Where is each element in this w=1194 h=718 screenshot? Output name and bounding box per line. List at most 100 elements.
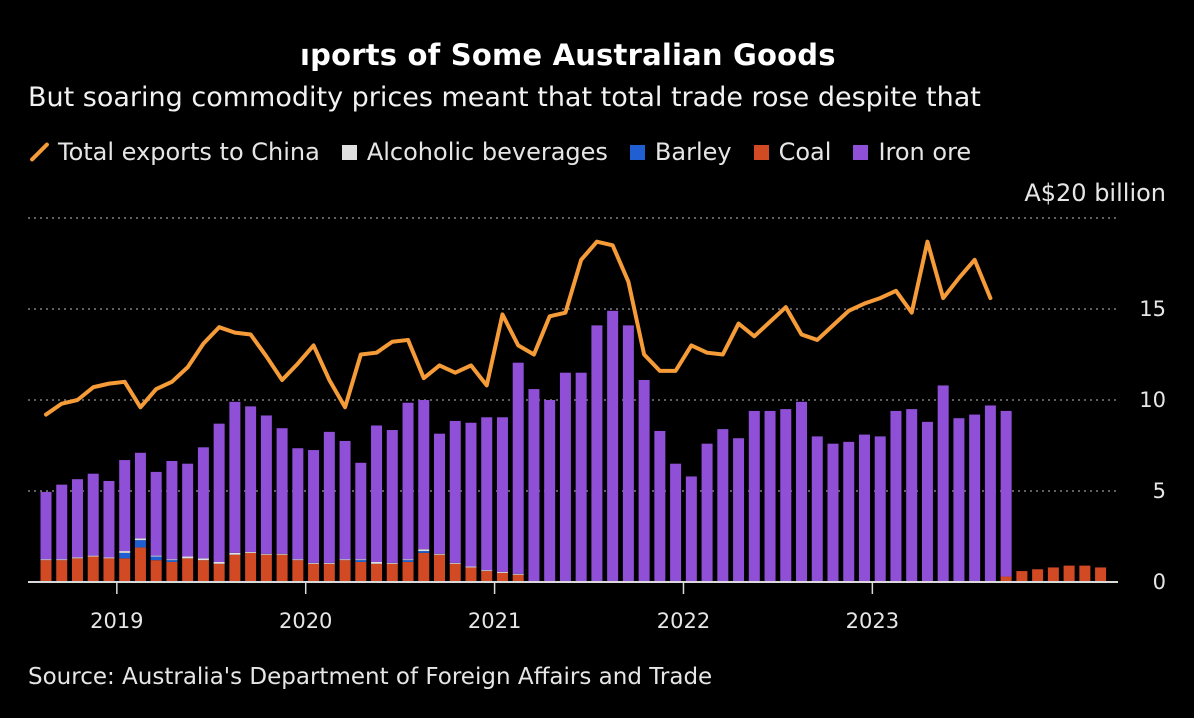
bar-coal (1095, 567, 1107, 582)
bar-iron-ore (858, 434, 870, 582)
bar-alcoholic-beverages (134, 538, 146, 541)
bar-coal (197, 560, 209, 582)
bar-alcoholic-beverages (323, 562, 335, 564)
bar-iron-ore (371, 425, 383, 562)
bar-alcoholic-beverages (40, 559, 52, 561)
bar-iron-ore (355, 462, 367, 560)
y-axis-unit-label: A$20 billion (1024, 179, 1166, 207)
bar-iron-ore (1000, 410, 1012, 577)
legend-item-iron-ore: Iron ore (853, 138, 971, 166)
bar-alcoholic-beverages (496, 571, 508, 573)
bar-iron-ore (245, 406, 257, 552)
bar-coal (355, 561, 367, 582)
bar-iron-ore (622, 325, 634, 582)
y-tick-label: 5 (1153, 479, 1166, 503)
bar-coal (512, 574, 524, 582)
bar-iron-ore (717, 429, 729, 582)
bar-alcoholic-beverages (481, 570, 493, 572)
bar-iron-ore (796, 401, 808, 582)
bar-iron-ore (874, 436, 886, 582)
bar-alcoholic-beverages (371, 561, 383, 564)
bar-iron-ore (512, 362, 524, 574)
legend-item-barley: Barley (629, 138, 732, 166)
bar-alcoholic-beverages (402, 559, 414, 561)
bar-iron-ore (591, 325, 603, 582)
bar-coal (386, 563, 398, 582)
bar-alcoholic-beverages (119, 551, 131, 553)
bar-barley (166, 560, 178, 562)
bar-coal (292, 560, 304, 582)
bar-iron-ore (953, 418, 965, 582)
bar-alcoholic-beverages (449, 562, 461, 564)
bar-iron-ore (811, 436, 823, 582)
bar-coal (87, 556, 99, 582)
bar-barley (119, 552, 131, 559)
bar-iron-ore (937, 385, 949, 582)
bar-iron-ore (150, 471, 162, 556)
swatch-icon (753, 144, 769, 160)
legend-item-alcoholic-beverages: Alcoholic beverages (341, 138, 608, 166)
bar-coal (371, 563, 383, 582)
bar-coal (245, 552, 257, 582)
legend: Total exports to China Alcoholic beverag… (28, 138, 993, 166)
bar-coal (260, 554, 272, 582)
bar-iron-ore (843, 441, 855, 582)
x-tick-label: 2020 (279, 609, 332, 633)
bar-coal (103, 558, 115, 582)
bar-iron-ore (528, 389, 540, 582)
bar-iron-ore (764, 410, 776, 582)
bar-alcoholic-beverages (56, 559, 68, 561)
bar-coal (402, 561, 414, 582)
bar-alcoholic-beverages (229, 552, 241, 555)
bar-coal (339, 560, 351, 582)
bar-coal (481, 571, 493, 582)
bar-iron-ore (607, 310, 619, 582)
x-tick-label: 2022 (657, 609, 710, 633)
bar-coal (71, 558, 83, 582)
bar-iron-ore (638, 379, 650, 582)
bar-coal (1079, 565, 1091, 582)
bar-iron-ore (260, 415, 272, 554)
bar-coal (229, 554, 241, 582)
bar-iron-ore (701, 443, 713, 582)
bar-iron-ore (544, 400, 556, 582)
bar-iron-ore (654, 430, 666, 582)
bar-barley (355, 560, 367, 562)
bar-iron-ore (323, 431, 335, 563)
bar-coal (40, 560, 52, 582)
bar-iron-ore (575, 372, 587, 582)
bar-alcoholic-beverages (386, 562, 398, 564)
bar-alcoholic-beverages (166, 559, 178, 561)
bar-coal (449, 563, 461, 582)
legend-label: Coal (778, 138, 832, 166)
bar-iron-ore (308, 450, 320, 563)
bar-iron-ore (827, 443, 839, 582)
bar-iron-ore (71, 479, 83, 558)
bar-iron-ore (481, 417, 493, 571)
y-tick-label: 15 (1139, 297, 1166, 321)
bar-barley (150, 556, 162, 561)
legend-label: Iron ore (878, 138, 972, 166)
x-tick-label: 2021 (468, 609, 521, 633)
bar-alcoholic-beverages (308, 562, 320, 564)
bar-iron-ore (276, 428, 288, 554)
bar-alcoholic-beverages (182, 556, 194, 559)
bar-iron-ore (166, 460, 178, 560)
bar-iron-ore (670, 463, 682, 582)
bar-coal (1047, 567, 1059, 582)
bar-alcoholic-beverages (103, 557, 115, 559)
bar-coal (308, 563, 320, 582)
bar-coal (119, 558, 131, 582)
bar-iron-ore (134, 452, 146, 539)
x-tick-label: 2019 (90, 609, 143, 633)
chart-title: ıports of Some Australian Goods (300, 38, 836, 72)
legend-label: Total exports to China (58, 138, 320, 166)
bar-iron-ore (402, 402, 414, 560)
bar-coal (1016, 571, 1028, 582)
bar-coal (1032, 569, 1044, 582)
bar-iron-ore (748, 410, 760, 582)
bar-iron-ore (182, 463, 194, 557)
bar-coal (434, 554, 445, 582)
bar-iron-ore (733, 438, 745, 582)
bar-iron-ore (685, 476, 697, 582)
